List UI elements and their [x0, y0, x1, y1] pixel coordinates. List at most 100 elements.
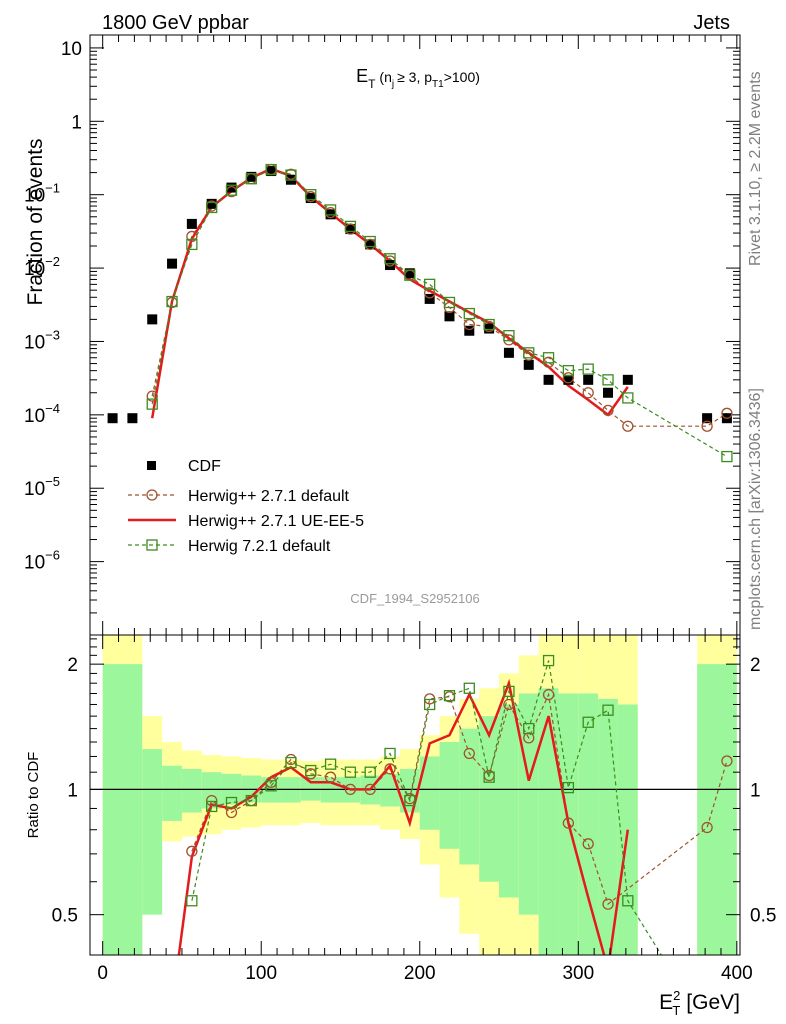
main-point-cdf	[702, 413, 713, 424]
ratio-point-herwigpp-2-7-1-default	[186, 845, 198, 857]
ratio-point-herwigpp-2-7-1-default	[503, 698, 515, 711]
band-inner	[479, 716, 500, 882]
band-inner	[102, 664, 143, 955]
legend-marker-herwigpp-default	[146, 489, 158, 501]
main-point-cdf	[226, 182, 237, 193]
main-point-herwigpp-2-7-1-default	[344, 223, 357, 235]
main-plot-area	[150, 167, 728, 458]
band-inner	[459, 728, 480, 865]
main-point-cdf	[484, 323, 495, 334]
ratio-plot-area	[177, 660, 728, 955]
ratio-line-herwigpp-2-7-1-default	[191, 692, 728, 906]
ratio-point-herwig-7-2-1-default	[503, 685, 515, 698]
ratio-point-herwig-7-2-1-default	[622, 895, 634, 907]
main-point-herwig-7-2-1-default	[305, 189, 317, 201]
main-point-herwig-7-2-1-default	[404, 269, 416, 281]
main-line-herwig-7-2-1-default	[151, 168, 728, 458]
main-point-cdf	[107, 413, 118, 424]
band-inner	[181, 768, 202, 813]
main-point-cdf	[305, 193, 316, 204]
ratio-point-herwigpp-2-7-1-default	[602, 898, 614, 910]
ratio-frame	[89, 634, 741, 956]
header-right: Jets	[693, 12, 730, 34]
ratio-y-axis-label: Ratio to CDF	[25, 752, 42, 839]
main-point-cdf	[246, 171, 257, 182]
main-point-cdf	[523, 359, 534, 370]
main-point-herwigpp-2-7-1-default	[245, 173, 257, 185]
main-point-cdf	[543, 374, 554, 385]
ratio-point-herwigpp-2-7-1-default	[285, 753, 297, 766]
main-y-tick-label: 10−2	[24, 254, 60, 280]
main-point-herwig-7-2-1-default	[225, 184, 238, 196]
main-point-cdf	[127, 413, 138, 424]
main-point-herwig-7-2-1-default	[523, 347, 535, 359]
main-point-herwig-7-2-1-default	[245, 173, 257, 185]
main-point-herwigpp-2-7-1-default	[463, 318, 475, 331]
main-point-cdf	[147, 314, 158, 325]
main-point-herwigpp-2-7-1-default	[424, 287, 436, 299]
main-point-herwig-7-2-1-default	[424, 278, 436, 291]
main-y-tick-label: 1	[71, 112, 82, 133]
main-point-herwigpp-2-7-1-default	[562, 372, 575, 384]
band-inner	[142, 749, 163, 915]
main-point-herwig-7-2-1-default	[285, 169, 297, 181]
main-point-herwigpp-2-7-1-default	[146, 390, 158, 402]
main-point-cdf	[266, 166, 277, 177]
main-point-herwigpp-2-7-1-default	[404, 269, 416, 281]
legend-label-herwigpp-default: Herwig++ 2.7.1 default	[188, 488, 350, 505]
ratio-point-herwig-7-2-1-default	[523, 722, 535, 735]
ratio-data-markers	[186, 654, 733, 910]
ratio-point-herwig-7-2-1-default	[364, 766, 376, 778]
ratio-axis-ticks: 0 100 200 300 400 0.5 0.5 1 1 2 2	[52, 635, 776, 984]
ratio-point-herwig-7-2-1-default	[384, 747, 396, 760]
main-point-herwig-7-2-1-default	[721, 450, 733, 463]
ratio-point-herwig-7-2-1-default	[305, 764, 317, 777]
main-point-cdf	[563, 374, 574, 385]
ratio-point-herwig-7-2-1-default	[483, 771, 495, 783]
main-point-cdf	[345, 224, 356, 235]
main-point-herwigpp-2-7-1-default	[523, 349, 535, 361]
main-point-cdf	[186, 218, 197, 229]
main-point-cdf	[404, 268, 415, 279]
ratio-point-herwig-7-2-1-default	[245, 794, 257, 807]
band-inner	[697, 664, 718, 955]
main-point-cdf	[622, 374, 633, 385]
band-inner	[162, 765, 182, 821]
ratio-point-herwigpp-2-7-1-default	[344, 783, 357, 796]
main-point-herwigpp-2-7-1-default	[186, 230, 198, 243]
ratio-point-herwigpp-2-7-1-default	[265, 776, 277, 788]
ratio-point-herwigpp-2-7-1-default	[305, 768, 317, 780]
main-point-herwigpp-2-7-1-default	[503, 334, 515, 346]
main-point-herwig-7-2-1-default	[602, 374, 614, 386]
main-point-herwig-7-2-1-default	[483, 318, 495, 331]
legend-entry-herwig7-default: Herwig 7.2.1 default	[128, 538, 331, 555]
ratio-point-herwig-7-2-1-default	[582, 716, 594, 728]
main-y-tick-label: 10−5	[24, 474, 60, 500]
main-point-herwigpp-2-7-1-default	[384, 255, 396, 267]
ratio-point-herwigpp-2-7-1-default	[562, 817, 575, 829]
ratio-point-herwig-7-2-1-default	[542, 654, 555, 667]
legend-entry-herwigpp-ueee5: Herwig++ 2.7.1 UE-EE-5	[128, 513, 364, 530]
main-point-herwig-7-2-1-default	[206, 201, 218, 214]
main-y-axis-label: Fraction of events	[24, 139, 47, 306]
ratio-point-herwig-7-2-1-default	[404, 794, 416, 807]
ratio-point-herwig-7-2-1-default	[602, 704, 614, 716]
main-y-tick-label: 10	[61, 39, 82, 60]
ratio-point-herwig-7-2-1-default	[344, 766, 357, 778]
main-point-herwigpp-2-7-1-default	[324, 206, 337, 219]
x-tick-label: 0	[97, 963, 108, 984]
main-point-cdf	[385, 260, 396, 271]
main-point-cdf	[583, 374, 594, 385]
legend-marker-cdf	[147, 461, 156, 470]
main-point-herwig-7-2-1-default	[324, 204, 337, 216]
ratio-y-tick-label-right: 2	[750, 655, 761, 676]
ratio-y-tick-label-right: 1	[750, 780, 761, 801]
ratio-point-herwig-7-2-1-default	[285, 756, 297, 769]
ratio-point-herwig-7-2-1-default	[443, 690, 456, 702]
ratio-point-herwigpp-2-7-1-default	[206, 794, 218, 807]
ratio-point-herwigpp-2-7-1-default	[324, 771, 337, 783]
main-point-herwigpp-2-7-1-default	[265, 163, 277, 176]
main-point-herwig-7-2-1-default	[463, 307, 475, 320]
ratio-point-herwig-7-2-1-default	[463, 682, 475, 694]
